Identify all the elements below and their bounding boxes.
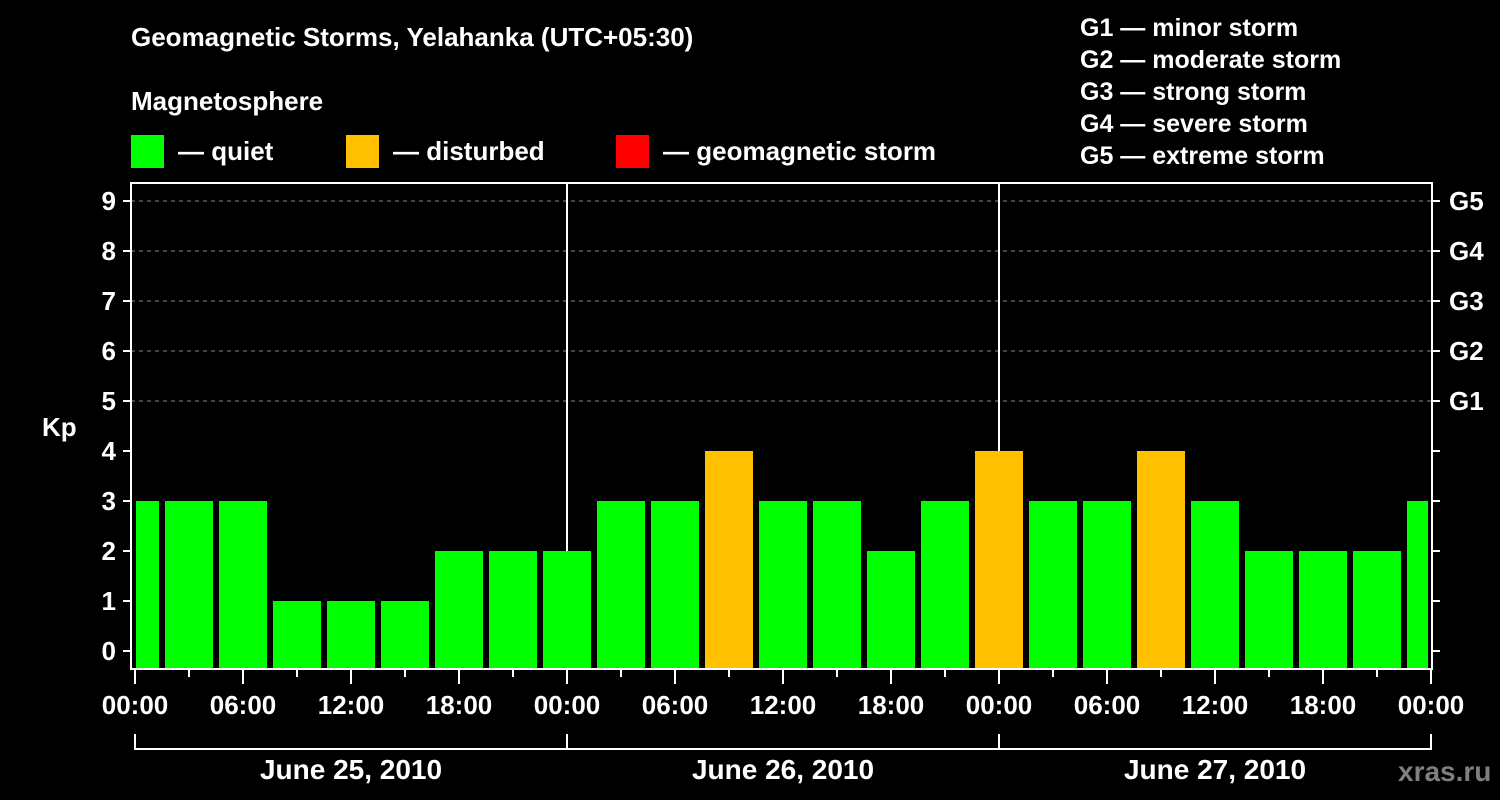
x-tick-label: 00:00 — [965, 690, 1033, 720]
plot-frame — [130, 182, 1433, 670]
storm-level-label: G5 — [1449, 186, 1484, 216]
x-tick-label: 00:00 — [1397, 690, 1465, 720]
y-tick-label: 2 — [101, 536, 116, 566]
chart-title: Geomagnetic Storms, Yelahanka (UTC+05:30… — [131, 22, 694, 52]
y-tick-label: 5 — [101, 386, 116, 416]
x-tick-label: 12:00 — [1181, 690, 1249, 720]
storm-scale-g5: G5 — extreme storm — [1080, 142, 1325, 170]
x-tick-label: 18:00 — [1289, 690, 1357, 720]
date-brackets — [134, 734, 1432, 750]
kp-bar — [921, 501, 969, 668]
x-tick-label: 18:00 — [857, 690, 925, 720]
quiet-swatch-icon — [131, 134, 164, 168]
kp-bar — [759, 501, 807, 668]
y-tick-label: 7 — [101, 286, 116, 316]
kp-bar — [1137, 451, 1185, 668]
kp-bar — [136, 501, 159, 668]
y-tick-label: 0 — [101, 636, 116, 666]
storm-level-label: G2 — [1449, 336, 1484, 366]
y-tick-label: 9 — [101, 186, 116, 216]
kp-bar — [489, 551, 537, 668]
x-tick-label: 06:00 — [641, 690, 709, 720]
disturbed-swatch-icon — [346, 134, 379, 168]
y-tick-label: 6 — [101, 336, 116, 366]
kp-bar — [219, 501, 267, 668]
kp-bar — [165, 501, 213, 668]
x-tick-label: 12:00 — [749, 690, 817, 720]
kp-bar — [327, 601, 375, 668]
y-axis-label: Kp — [42, 412, 77, 442]
legend-disturbed-label: — disturbed — [393, 135, 545, 166]
plot-border — [130, 182, 1433, 670]
legend-quiet: — quiet — [131, 134, 273, 168]
legend-disturbed: — disturbed — [346, 134, 545, 168]
storm-scale-g4: G4 — severe storm — [1080, 110, 1308, 138]
y-tick-label: 4 — [101, 436, 116, 466]
date-label: June 26, 2010 — [691, 754, 875, 785]
kp-bar — [651, 501, 699, 668]
kp-bar — [867, 551, 915, 668]
axis-ticks — [123, 200, 1440, 684]
storm-scale-g1: G1 — minor storm — [1080, 14, 1299, 42]
x-tick-label: 06:00 — [209, 690, 277, 720]
legend-storm-label: — geomagnetic storm — [663, 135, 937, 166]
x-tick-label: 12:00 — [317, 690, 385, 720]
kp-bar — [1353, 551, 1401, 668]
storm-swatch-icon — [616, 134, 649, 168]
gridlines — [131, 200, 1432, 402]
x-tick-label: 06:00 — [1073, 690, 1141, 720]
kp-bar — [705, 451, 753, 668]
storm-level-label: G3 — [1449, 286, 1484, 316]
kp-bar — [1245, 551, 1293, 668]
kp-bar — [1029, 501, 1077, 668]
date-label: June 25, 2010 — [259, 754, 443, 785]
kp-bar — [1407, 501, 1428, 668]
y-tick-label: 8 — [101, 236, 116, 266]
storm-level-label: G1 — [1449, 386, 1484, 416]
kp-bar — [975, 451, 1023, 668]
kp-bar — [273, 601, 321, 668]
x-tick-label: 18:00 — [425, 690, 493, 720]
storm-scale-legend: G1 — minor storm G2 — moderate storm G3 … — [1080, 12, 1341, 172]
storm-scale-g2: G2 — moderate storm — [1080, 46, 1342, 74]
storm-level-label: G4 — [1449, 236, 1484, 266]
x-tick-label: 00:00 — [101, 690, 169, 720]
watermark: xras.ru — [1398, 756, 1492, 787]
kp-bar — [813, 501, 861, 668]
kp-bars — [136, 451, 1428, 668]
kp-bar — [1299, 551, 1347, 668]
kp-bar — [597, 501, 645, 668]
date-label: June 27, 2010 — [1123, 754, 1307, 785]
y-tick-label: 1 — [101, 586, 116, 616]
kp-bar — [435, 551, 483, 668]
kp-bar — [1191, 501, 1239, 668]
y-tick-label: 3 — [101, 486, 116, 516]
magnetosphere-label: Magnetosphere — [131, 86, 324, 116]
kp-bar — [381, 601, 429, 668]
x-tick-label: 00:00 — [533, 690, 601, 720]
storm-scale-g3: G3 — strong storm — [1080, 78, 1307, 106]
kp-bar — [543, 551, 591, 668]
legend-storm: — geomagnetic storm — [616, 134, 936, 168]
legend-quiet-label: — quiet — [178, 135, 274, 166]
kp-bar — [1083, 501, 1131, 668]
